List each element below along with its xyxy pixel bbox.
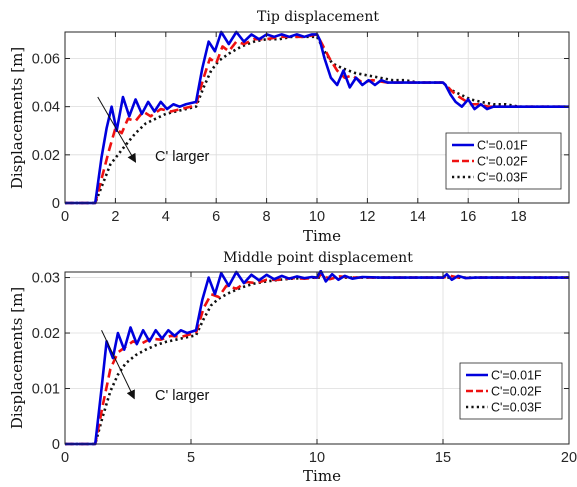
legend: C'=0.01F C'=0.02F C'=0.03F — [459, 362, 563, 420]
x-tick-label: 5 — [187, 450, 195, 466]
x-axis-label: Time — [303, 227, 341, 245]
x-tick-label: 20 — [561, 450, 577, 466]
legend-label: C'=0.01F — [477, 139, 528, 153]
y-tick-label: 0.02 — [32, 326, 60, 342]
x-tick-label: 8 — [263, 209, 271, 225]
y-tick-label: 0.03 — [32, 271, 60, 287]
x-tick-label: 0 — [61, 450, 69, 466]
tip-displacement-chart: Tip displacement Displacements [m] Time … — [8, 9, 570, 245]
x-tick-label: 2 — [111, 209, 119, 225]
x-tick-label: 6 — [212, 209, 220, 225]
annotation-arrow — [101, 330, 135, 400]
x-tick-label: 15 — [435, 450, 451, 466]
y-tick-label: 0 — [52, 437, 60, 453]
x-tick-label: 14 — [410, 209, 426, 225]
x-tick-label: 16 — [460, 209, 476, 225]
legend: C'=0.01F C'=0.02F C'=0.03F — [445, 132, 562, 190]
y-tick-label: 0.02 — [32, 148, 60, 164]
x-axis-label: Time — [303, 467, 341, 485]
legend-label: C'=0.01F — [491, 369, 542, 383]
y-tick-label: 0.04 — [32, 100, 60, 116]
series-line — [65, 275, 569, 446]
middle-point-displacement-chart: Middle point displacement Displacements … — [8, 250, 577, 485]
chart-title: Tip displacement — [257, 9, 379, 25]
series-line — [65, 35, 569, 205]
x-tick-label: 4 — [162, 209, 170, 225]
y-axis-label: Displacements [m] — [8, 287, 26, 429]
series-line — [65, 270, 569, 446]
annotation-arrow — [97, 96, 137, 163]
series-group — [65, 270, 569, 446]
annotation-text: C' larger — [155, 388, 210, 404]
legend-label: C'=0.03F — [477, 171, 528, 185]
y-tick-label: 0.06 — [32, 51, 60, 67]
chart-title: Middle point displacement — [223, 250, 413, 266]
x-tick-label: 12 — [359, 209, 375, 225]
x-tick-label: 0 — [61, 209, 69, 225]
y-axis-label: Displacements [m] — [8, 47, 26, 189]
legend-label: C'=0.03F — [491, 401, 542, 415]
y-tick-label: 0.01 — [32, 382, 60, 398]
x-tick-label: 10 — [309, 209, 325, 225]
legend-label: C'=0.02F — [491, 385, 542, 399]
x-tick-label: 10 — [309, 450, 325, 466]
annotation-text: C' larger — [155, 149, 210, 165]
x-tick-label: 18 — [511, 209, 527, 225]
y-tick-label: 0 — [52, 196, 60, 212]
legend-label: C'=0.02F — [477, 155, 528, 169]
